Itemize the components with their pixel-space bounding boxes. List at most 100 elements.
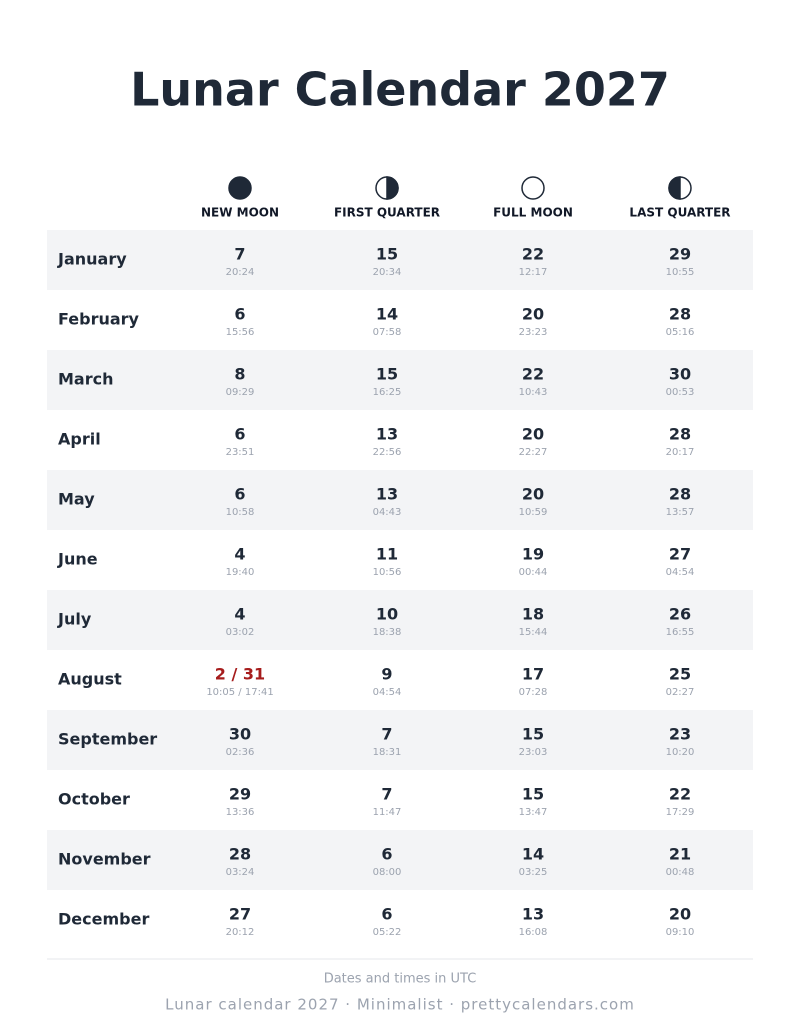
time: 23:51	[226, 447, 255, 458]
day: 22	[669, 785, 691, 804]
day: 6	[234, 485, 245, 504]
day: 29	[229, 785, 251, 804]
day: 20	[669, 905, 691, 924]
time: 20:17	[666, 447, 695, 458]
time: 04:54	[373, 687, 402, 698]
day: 4	[234, 605, 245, 624]
time: 03:24	[226, 867, 255, 878]
day: 14	[522, 845, 544, 864]
month-label: September	[58, 730, 157, 749]
day: 7	[234, 245, 245, 264]
day: 21	[669, 845, 691, 864]
time: 00:48	[666, 867, 695, 878]
month-label: March	[58, 370, 113, 389]
time: 12:17	[519, 267, 548, 278]
time: 09:29	[226, 387, 255, 398]
month-label: December	[58, 910, 149, 929]
month-label: April	[58, 430, 101, 449]
day: 7	[381, 785, 392, 804]
column-header: FIRST QUARTER	[334, 206, 440, 220]
day: 15	[522, 725, 544, 744]
time: 22:27	[519, 447, 548, 458]
day: 22	[522, 365, 544, 384]
day: 10	[376, 605, 398, 624]
time: 16:08	[519, 927, 548, 938]
month-label: February	[58, 310, 140, 329]
time: 03:02	[226, 627, 255, 638]
day: 6	[381, 905, 392, 924]
time: 04:43	[373, 507, 402, 518]
time: 10:05 / 17:41	[206, 687, 273, 698]
day: 6	[381, 845, 392, 864]
day: 17	[522, 665, 544, 684]
new-moon-icon	[228, 176, 252, 200]
day: 13	[376, 425, 398, 444]
day: 23	[669, 725, 691, 744]
day: 15	[522, 785, 544, 804]
footer-note: Dates and times in UTC	[324, 972, 477, 987]
time: 09:10	[666, 927, 695, 938]
time: 08:00	[373, 867, 402, 878]
day: 27	[229, 905, 251, 924]
row-background	[47, 350, 753, 410]
title: Lunar Calendar 2027	[130, 63, 670, 117]
day: 20	[522, 485, 544, 504]
day: 19	[522, 545, 544, 564]
month-label: August	[58, 670, 122, 689]
time: 10:56	[373, 567, 402, 578]
day: 26	[669, 605, 691, 624]
month-label: November	[58, 850, 151, 869]
day: 29	[669, 245, 691, 264]
full-moon-icon	[521, 176, 545, 200]
day: 9	[381, 665, 392, 684]
month-label: October	[58, 790, 130, 809]
footer-credit: Lunar calendar 2027 · Minimalist · prett…	[165, 996, 635, 1014]
day: 15	[376, 245, 398, 264]
time: 16:55	[666, 627, 695, 638]
day: 14	[376, 305, 398, 324]
day: 28	[669, 305, 691, 324]
column-header: FULL MOON	[493, 206, 573, 220]
row-background	[47, 230, 753, 290]
day: 25	[669, 665, 691, 684]
day: 15	[376, 365, 398, 384]
time: 03:25	[519, 867, 548, 878]
day: 6	[234, 305, 245, 324]
day: 28	[229, 845, 251, 864]
month-label: January	[57, 250, 127, 269]
day: 4	[234, 545, 245, 564]
time: 10:20	[666, 747, 695, 758]
time: 18:38	[373, 627, 402, 638]
last-quarter-shade	[668, 176, 681, 200]
time: 10:59	[519, 507, 548, 518]
day: 30	[669, 365, 691, 384]
time: 13:47	[519, 807, 548, 818]
time: 10:43	[519, 387, 548, 398]
day: 13	[522, 905, 544, 924]
time: 23:03	[519, 747, 548, 758]
time: 15:44	[519, 627, 548, 638]
day: 28	[669, 425, 691, 444]
time: 20:24	[226, 267, 255, 278]
day: 30	[229, 725, 251, 744]
day: 2 / 31	[215, 665, 265, 684]
time: 02:36	[226, 747, 255, 758]
day: 13	[376, 485, 398, 504]
row-background	[47, 830, 753, 890]
day: 7	[381, 725, 392, 744]
column-header: NEW MOON	[201, 206, 279, 220]
moon-icons	[228, 176, 692, 200]
time: 05:16	[666, 327, 695, 338]
day: 27	[669, 545, 691, 564]
month-label: May	[58, 490, 95, 509]
time: 02:27	[666, 687, 695, 698]
day: 6	[234, 425, 245, 444]
time: 22:56	[373, 447, 402, 458]
time: 11:47	[373, 807, 402, 818]
day: 8	[234, 365, 245, 384]
row-background	[47, 710, 753, 770]
time: 07:28	[519, 687, 548, 698]
month-label: July	[57, 610, 92, 629]
time: 10:58	[226, 507, 255, 518]
time: 15:56	[226, 327, 255, 338]
